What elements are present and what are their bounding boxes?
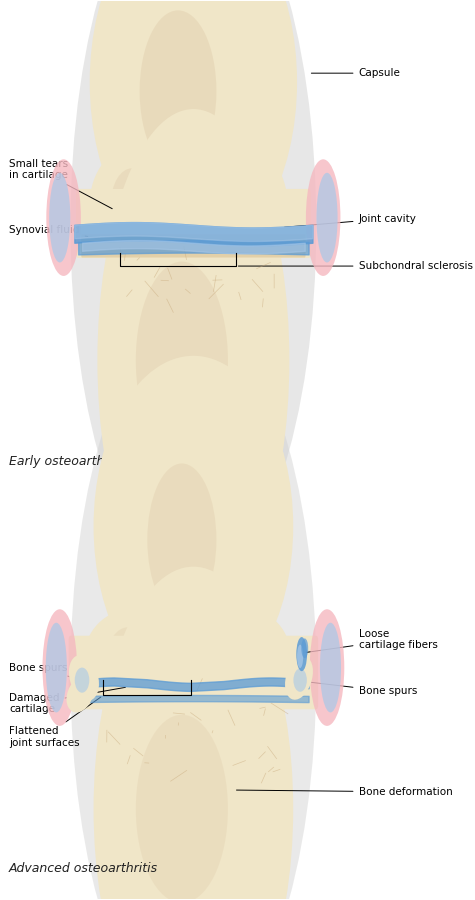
Ellipse shape bbox=[90, 0, 297, 262]
Text: Advanced osteoarthritis: Advanced osteoarthritis bbox=[9, 862, 158, 875]
FancyBboxPatch shape bbox=[68, 635, 318, 709]
Ellipse shape bbox=[107, 627, 149, 690]
Ellipse shape bbox=[84, 609, 180, 708]
Ellipse shape bbox=[70, 0, 316, 585]
Ellipse shape bbox=[220, 168, 259, 240]
Text: Capsule: Capsule bbox=[311, 68, 400, 78]
Text: Flattened
joint surfaces: Flattened joint surfaces bbox=[9, 697, 101, 748]
Ellipse shape bbox=[224, 627, 263, 690]
Ellipse shape bbox=[69, 655, 99, 701]
Ellipse shape bbox=[94, 567, 293, 900]
Ellipse shape bbox=[306, 159, 341, 276]
Text: Bone spurs: Bone spurs bbox=[9, 662, 85, 681]
Ellipse shape bbox=[111, 168, 153, 240]
Ellipse shape bbox=[320, 623, 341, 713]
Ellipse shape bbox=[296, 637, 307, 671]
FancyBboxPatch shape bbox=[129, 623, 250, 680]
Text: Subchondral sclerosis: Subchondral sclerosis bbox=[238, 261, 473, 271]
Ellipse shape bbox=[297, 644, 303, 668]
Ellipse shape bbox=[46, 623, 67, 713]
FancyBboxPatch shape bbox=[136, 166, 250, 227]
FancyBboxPatch shape bbox=[76, 189, 311, 258]
Text: Synovial fluid: Synovial fluid bbox=[9, 225, 88, 237]
Ellipse shape bbox=[94, 356, 293, 697]
Ellipse shape bbox=[285, 656, 313, 699]
Ellipse shape bbox=[90, 146, 182, 263]
Ellipse shape bbox=[136, 262, 228, 459]
Ellipse shape bbox=[310, 609, 344, 726]
Ellipse shape bbox=[301, 638, 308, 658]
Ellipse shape bbox=[66, 677, 94, 713]
Ellipse shape bbox=[203, 609, 291, 708]
Text: Early osteoarthritis: Early osteoarthritis bbox=[9, 455, 128, 468]
Ellipse shape bbox=[49, 173, 70, 263]
FancyBboxPatch shape bbox=[81, 234, 305, 257]
Ellipse shape bbox=[136, 715, 228, 900]
Text: Small tears
in cartilage: Small tears in cartilage bbox=[9, 158, 112, 209]
Text: Bone deformation: Bone deformation bbox=[237, 787, 452, 796]
Ellipse shape bbox=[75, 668, 89, 693]
Ellipse shape bbox=[70, 315, 316, 900]
Ellipse shape bbox=[294, 669, 307, 692]
Text: Bone spurs: Bone spurs bbox=[299, 681, 417, 697]
Ellipse shape bbox=[316, 173, 338, 263]
Text: Damaged
cartilage: Damaged cartilage bbox=[9, 688, 125, 715]
Ellipse shape bbox=[140, 11, 217, 172]
Ellipse shape bbox=[147, 464, 217, 616]
Text: Loose
cartilage fibers: Loose cartilage fibers bbox=[306, 628, 437, 652]
Ellipse shape bbox=[42, 609, 77, 726]
Ellipse shape bbox=[47, 159, 81, 276]
Ellipse shape bbox=[97, 109, 289, 611]
Text: Joint cavity: Joint cavity bbox=[285, 213, 417, 228]
Ellipse shape bbox=[199, 146, 287, 263]
